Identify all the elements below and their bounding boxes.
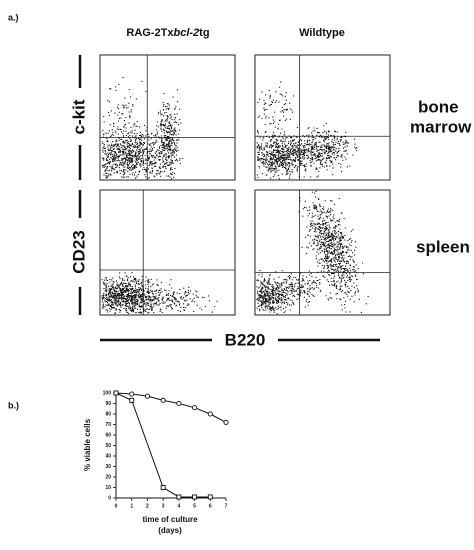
marker bbox=[129, 391, 135, 397]
marker bbox=[207, 494, 213, 500]
plot-frame bbox=[99, 189, 236, 316]
column-header: RAG-2Txbcl-2tg bbox=[126, 27, 209, 39]
marker bbox=[113, 390, 119, 396]
dot-cloud bbox=[101, 77, 184, 180]
plot-frame bbox=[254, 54, 391, 181]
marker bbox=[144, 393, 150, 399]
plot-frame bbox=[99, 54, 236, 181]
y-tick-label: 40 bbox=[105, 453, 111, 459]
header-part: RAG-2Tx bbox=[126, 27, 174, 39]
x-tick-label: 3 bbox=[162, 503, 165, 509]
marker bbox=[160, 397, 166, 403]
series-line bbox=[115, 392, 227, 423]
header-part: tg bbox=[199, 27, 209, 39]
x-axis-label: (days) bbox=[158, 526, 182, 535]
y-tick-label: 30 bbox=[105, 464, 111, 470]
y-tick-label: 60 bbox=[105, 432, 111, 438]
tissue-label: bone bbox=[418, 97, 459, 116]
dot-cloud bbox=[101, 272, 218, 314]
x-tick-label: 4 bbox=[177, 503, 180, 509]
x-tick-label: 6 bbox=[209, 503, 212, 509]
y-tick-label: 90 bbox=[105, 401, 111, 407]
series-line bbox=[115, 392, 211, 498]
line-chart: % viable cells time of culture (days) 0 1… bbox=[83, 390, 229, 535]
x-axis-label: B220 bbox=[225, 330, 266, 349]
tissue-label: spleen bbox=[416, 237, 470, 256]
panel-label: b.) bbox=[8, 400, 19, 410]
y-axis-label: % viable cells bbox=[83, 418, 92, 471]
marker bbox=[192, 494, 198, 500]
y-tick-label: 100 bbox=[103, 390, 112, 396]
tissue-label: marrow bbox=[410, 117, 472, 136]
plot-frame bbox=[254, 189, 391, 316]
y-tick-label: 20 bbox=[105, 474, 111, 480]
row-axis-label: CD23 bbox=[69, 230, 88, 273]
header-part: bcl-2 bbox=[173, 27, 199, 39]
y-tick-label: 80 bbox=[105, 411, 111, 417]
marker bbox=[176, 494, 182, 500]
marker bbox=[207, 411, 213, 417]
marker bbox=[192, 405, 198, 411]
dot-plots bbox=[99, 54, 391, 316]
column-header: Wildtype bbox=[299, 27, 345, 39]
x-tick-label: 5 bbox=[193, 503, 196, 509]
x-tick-label: 1 bbox=[130, 503, 133, 509]
x-tick-label: 7 bbox=[225, 503, 228, 509]
y-tick-label: 70 bbox=[105, 422, 111, 428]
y-tick-label: 10 bbox=[105, 485, 111, 491]
dot-cloud bbox=[256, 190, 369, 315]
x-tick-label: 2 bbox=[146, 503, 149, 509]
x-tick-label: 0 bbox=[115, 503, 118, 509]
marker bbox=[176, 400, 182, 407]
marker bbox=[129, 397, 135, 403]
panel-label: a.) bbox=[8, 12, 19, 22]
row-axis-label: c-kit bbox=[69, 99, 88, 134]
x-axis-label: time of culture bbox=[142, 515, 198, 524]
y-tick-label: 50 bbox=[105, 443, 111, 449]
y-tick-label: 0 bbox=[108, 495, 111, 501]
dot-cloud bbox=[256, 81, 358, 180]
header-part: Wildtype bbox=[299, 27, 345, 39]
marker bbox=[160, 485, 166, 490]
marker bbox=[223, 419, 229, 425]
